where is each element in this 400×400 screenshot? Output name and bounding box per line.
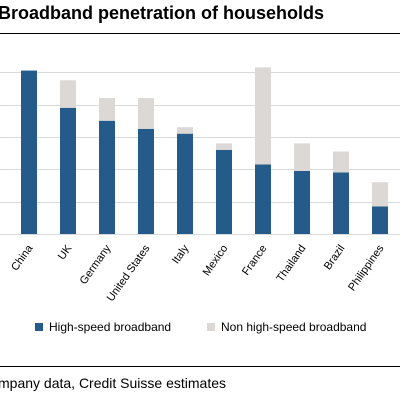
bar-high-speed-italy <box>177 133 193 234</box>
bars <box>21 67 388 235</box>
bar-non-high-speed-mexico <box>216 143 232 150</box>
legend-swatch-high-speed <box>35 323 43 331</box>
tick-label-mexico: Mexico <box>201 243 231 278</box>
bar-non-high-speed-germany <box>99 98 115 121</box>
chart-title: Broadband penetration of households <box>0 3 325 23</box>
tick-label-thailand: Thailand <box>274 243 308 284</box>
tick-label-philippines: Philippines <box>346 242 387 293</box>
tick-label-france: France <box>240 243 269 278</box>
legend-swatch-non-high-speed <box>207 323 215 331</box>
title-divider <box>0 33 400 34</box>
bar-high-speed-mexico <box>216 149 232 234</box>
bar-non-high-speed-brazil <box>333 151 349 173</box>
tick-label-brazil: Brazil <box>322 243 348 272</box>
bar-high-speed-brazil <box>333 172 349 234</box>
tick-label-germany: Germany <box>78 242 114 286</box>
bar-non-high-speed-united-states <box>138 98 154 129</box>
tick-label-china: China <box>9 242 36 273</box>
bar-non-high-speed-philippines <box>372 182 388 207</box>
bar-high-speed-germany <box>99 120 115 234</box>
legend: High-speed broadband Non high-speed broa… <box>35 320 366 334</box>
bar-high-speed-france <box>255 164 271 234</box>
bar-high-speed-thailand <box>294 170 310 234</box>
bar-high-speed-united-states <box>138 128 154 234</box>
source-divider <box>0 366 400 367</box>
bar-non-high-speed-thailand <box>294 143 310 171</box>
bar-non-high-speed-france <box>255 67 271 165</box>
legend-label-non-high-speed: Non high-speed broadband <box>221 320 366 334</box>
tick-label-uk: UK <box>56 242 75 262</box>
bar-high-speed-philippines <box>372 206 388 234</box>
bar-high-speed-china <box>21 70 37 235</box>
source-note: mpany data, Credit Suisse estimates <box>0 375 226 391</box>
tick-label-italy: Italy <box>170 242 192 266</box>
bar-non-high-speed-uk <box>60 80 76 108</box>
legend-label-high-speed: High-speed broadband <box>49 320 171 334</box>
bar-non-high-speed-italy <box>177 127 193 134</box>
bar-high-speed-uk <box>60 107 76 234</box>
